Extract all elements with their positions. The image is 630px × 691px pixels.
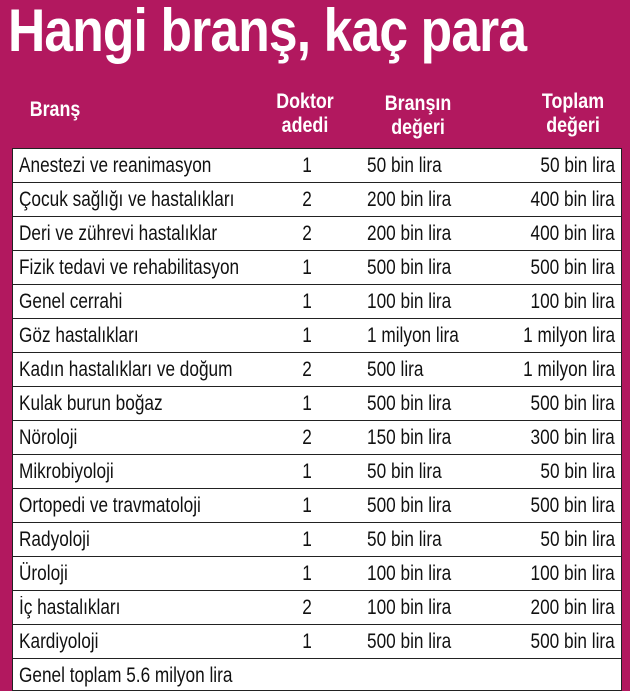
table-row: Mikrobiyoloji 1 50 bin lira 50 bin lira <box>13 455 621 489</box>
branch: Radyoloji <box>19 528 90 551</box>
branch: Kulak burun boğaz <box>19 392 163 415</box>
branch: Anestezi ve reanimasyon <box>19 154 212 177</box>
total-value: 500 bin lira <box>530 494 615 517</box>
doctor-count: 1 <box>302 460 312 483</box>
branch-value: 500 bin lira <box>367 494 452 517</box>
branch-value: 500 bin lira <box>367 630 452 653</box>
total-value: 100 bin lira <box>530 562 615 585</box>
branch-value: 500 bin lira <box>367 392 452 415</box>
table-row: Genel cerrahi 1 100 bin lira 100 bin lira <box>13 285 621 319</box>
branch: Ortopedi ve travmatoloji <box>19 494 201 517</box>
doctor-count: 1 <box>302 528 312 551</box>
branch-value: 500 lira <box>367 358 424 381</box>
column-header: Toplam değeri <box>541 90 605 137</box>
table-row: Nöroloji 2 150 bin lira 300 bin lira <box>13 421 621 455</box>
table-row: Anestezi ve reanimasyon 1 50 bin lira 50 bi… <box>13 149 621 183</box>
total-value: 100 bin lira <box>530 290 615 313</box>
branch: Genel cerrahi <box>19 290 123 313</box>
table-row: Radyoloji 1 50 bin lira 50 bin lira <box>13 523 621 557</box>
branch-value: 50 bin lira <box>367 460 442 483</box>
doctor-count: 1 <box>302 392 312 415</box>
total-value: 500 bin lira <box>530 392 615 415</box>
branch-value: 50 bin lira <box>367 528 442 551</box>
branch-value: 100 bin lira <box>367 290 452 313</box>
total-value: 1 milyon lira <box>523 358 615 381</box>
table-row: Göz hastalıkları 1 1 milyon lira 1 milyon l… <box>13 319 621 353</box>
total-value: 300 bin lira <box>530 426 615 449</box>
total-value: 500 bin lira <box>530 630 615 653</box>
total-value: 50 bin lira <box>540 528 615 551</box>
branch: Çocuk sağlığı ve hastalıkları <box>19 188 235 211</box>
branch: Deri ve zührevi hastalıklar <box>19 222 218 245</box>
table-row: İç hastalıkları 2 100 bin lira 200 bin lira <box>13 591 621 625</box>
branch: Kadın hastalıkları ve doğum <box>19 358 233 381</box>
column-header: Doktor adedi <box>276 90 334 137</box>
table-row: Fizik tedavi ve rehabilitasyon 1 500 bin l… <box>13 251 621 285</box>
table-row: Çocuk sağlığı ve hastalıkları 2 200 bin li… <box>13 183 621 217</box>
table: Anestezi ve reanimasyon 1 50 bin lira 50 bi… <box>12 148 622 691</box>
doctor-count: 1 <box>302 256 312 279</box>
doctor-count: 2 <box>302 188 312 211</box>
column-header: Branşın değeri <box>384 92 452 139</box>
doctor-count: 2 <box>302 596 312 619</box>
branch: Mikrobiyoloji <box>19 460 114 483</box>
doctor-count: 1 <box>302 494 312 517</box>
total-value: 200 bin lira <box>530 596 615 619</box>
doctor-count: 1 <box>302 290 312 313</box>
table-row: Kardiyoloji 1 500 bin lira 500 bin lira <box>13 625 621 659</box>
branch: Nöroloji <box>19 426 78 449</box>
branch-value: 1 milyon lira <box>367 324 459 347</box>
title: Hangi branş, kaç para <box>8 0 527 64</box>
branch-value: 50 bin lira <box>367 154 442 177</box>
doctor-count: 2 <box>302 358 312 381</box>
doctor-count: 2 <box>302 222 312 245</box>
doctor-count: 1 <box>302 630 312 653</box>
branch: Göz hastalıkları <box>19 324 139 347</box>
branch-value: 200 bin lira <box>367 222 452 245</box>
total-value: 500 bin lira <box>530 256 615 279</box>
branch-value: 150 bin lira <box>367 426 452 449</box>
doctor-count: 1 <box>302 562 312 585</box>
doctor-count: 1 <box>302 154 312 177</box>
branch: Üroloji <box>19 562 68 585</box>
table-row: Ortopedi ve travmatoloji 1 500 bin lira 500… <box>13 489 621 523</box>
doctor-count: 1 <box>302 324 312 347</box>
table-row: Üroloji 1 100 bin lira 100 bin lira <box>13 557 621 591</box>
total-value: 50 bin lira <box>540 154 615 177</box>
table-row: Kadın hastalıkları ve doğum 2 500 lira 1 mi… <box>13 353 621 387</box>
total-value: 400 bin lira <box>530 188 615 211</box>
table-row: Kulak burun boğaz 1 500 bin lira 500 bin li… <box>13 387 621 421</box>
branch-value: 100 bin lira <box>367 596 452 619</box>
branch-value: 200 bin lira <box>367 188 452 211</box>
branch-value: 100 bin lira <box>367 562 452 585</box>
doctor-count: 2 <box>302 426 312 449</box>
total-value: 400 bin lira <box>530 222 615 245</box>
branch: Kardiyoloji <box>19 630 99 653</box>
total-value: 50 bin lira <box>540 460 615 483</box>
table-row: Deri ve zührevi hastalıklar 2 200 bin lira… <box>13 217 621 251</box>
branch: Fizik tedavi ve rehabilitasyon <box>19 256 240 279</box>
branch: İç hastalıkları <box>19 596 121 619</box>
column-header: Branş <box>29 98 81 121</box>
table-footer-row: Genel toplam 5.6 milyon lira <box>13 659 621 691</box>
footer-text: Genel toplam 5.6 milyon lira <box>19 664 233 687</box>
total-value: 1 milyon lira <box>523 324 615 347</box>
branch-value: 500 bin lira <box>367 256 452 279</box>
